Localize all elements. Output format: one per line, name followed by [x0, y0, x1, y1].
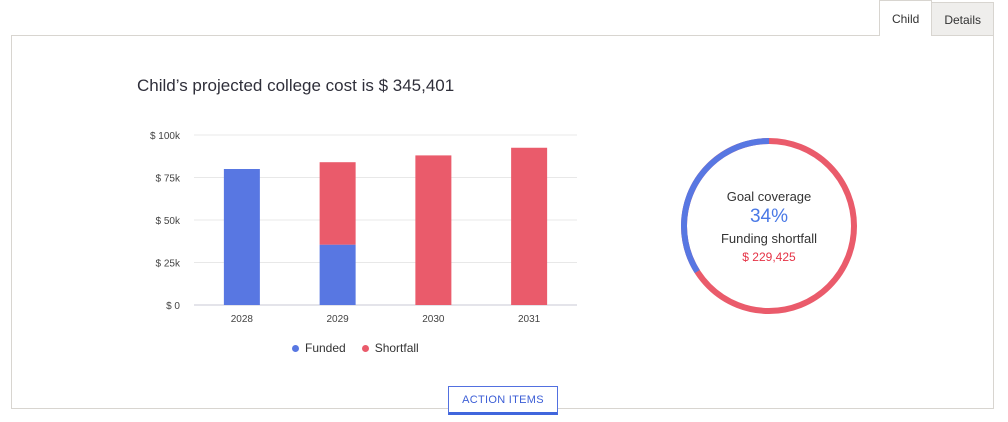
y-tick-label: $ 50k	[156, 216, 181, 227]
bar-shortfall-2029	[319, 162, 356, 245]
y-tick-label: $ 25k	[156, 259, 181, 270]
bar-shortfall-2030	[415, 155, 452, 305]
funding-shortfall-label: Funding shortfall	[720, 230, 818, 246]
tab-child[interactable]: Child	[878, 0, 933, 36]
funding-shortfall-value: $ 229,425	[742, 249, 796, 264]
donut-ring	[681, 138, 857, 314]
legend-item-shortfall: Shortfall	[361, 341, 419, 355]
bar-funded-2028	[223, 169, 260, 305]
y-tick-label: $ 0	[166, 301, 180, 312]
bar-funded-2029	[319, 244, 356, 305]
college-cost-bar-chart: $ 0 $ 25k $ 50k $ 75k $ 100k 2028 2029 2030 2031	[150, 131, 577, 325]
y-tick-label: $ 100k	[150, 131, 181, 142]
legend-item-funded: Funded	[292, 341, 346, 355]
bar-shortfall-2031	[511, 147, 548, 305]
goal-coverage-label: Goal coverage	[726, 188, 812, 204]
donut-funded-arc	[681, 138, 857, 314]
page-title: Child’s projected college cost is $ 345,…	[137, 76, 455, 95]
legend-label-funded: Funded	[305, 341, 346, 355]
x-tick-label: 2028	[231, 314, 254, 325]
legend-label-shortfall: Shortfall	[374, 341, 419, 355]
x-tick-label: 2029	[327, 314, 350, 325]
content-panel: Child’s projected college cost is $ 345,…	[11, 35, 994, 409]
shortfall-dot-icon	[361, 344, 369, 352]
donut-center: Goal coverage 34% Funding shortfall $ 22…	[678, 135, 860, 317]
action-items-button[interactable]: ACTION ITEMS	[448, 386, 558, 415]
tab-bar: Child Details	[878, 0, 994, 36]
x-tick-label: 2031	[518, 314, 541, 325]
chart-legend: Funded Shortfall	[292, 341, 419, 355]
tab-details[interactable]: Details	[932, 2, 994, 36]
goal-coverage-value: 34%	[749, 205, 789, 227]
y-tick-label: $ 75k	[156, 174, 181, 185]
x-tick-label: 2030	[422, 314, 445, 325]
goal-coverage-donut: Goal coverage 34% Funding shortfall $ 22…	[678, 135, 860, 317]
funded-dot-icon	[292, 344, 299, 352]
